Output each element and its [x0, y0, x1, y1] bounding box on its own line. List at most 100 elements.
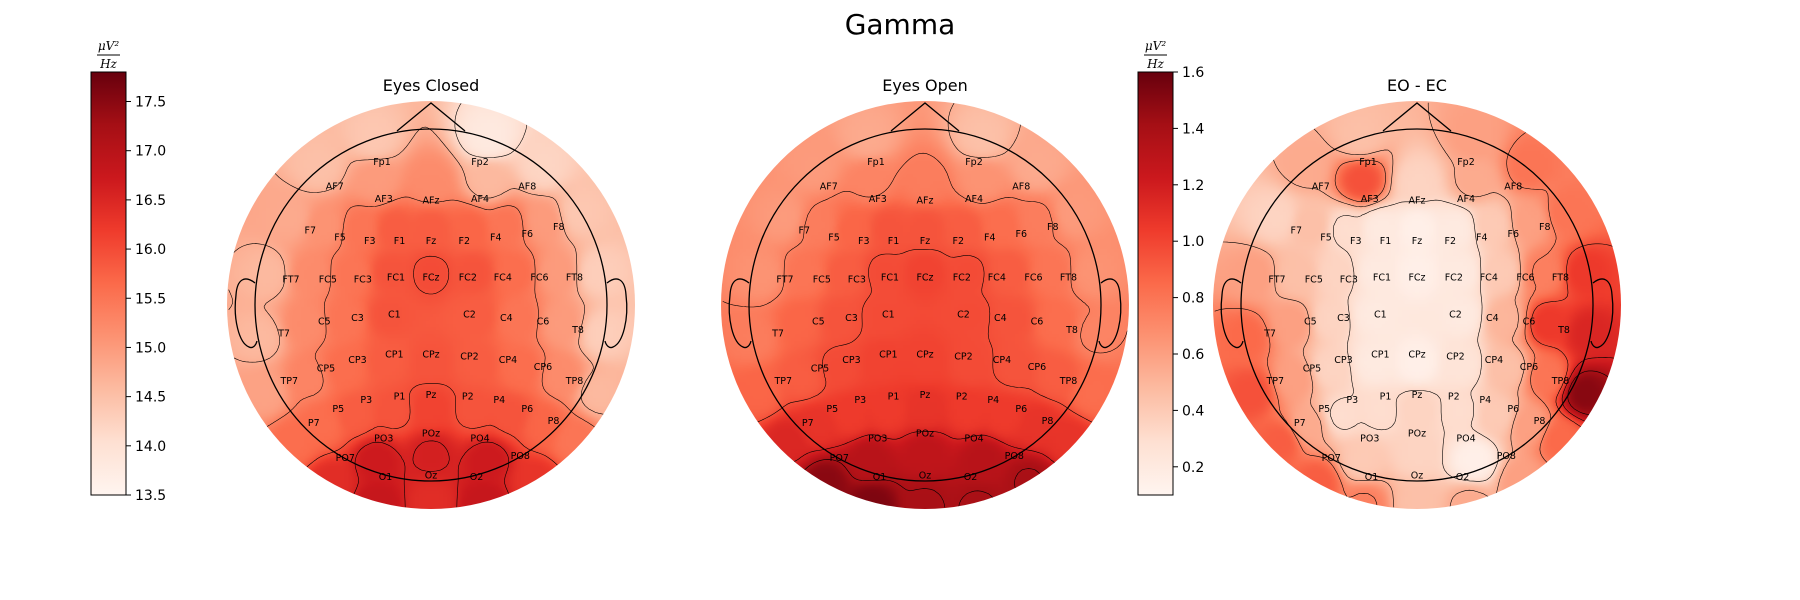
- electrode-label: F5: [334, 232, 346, 243]
- electrode-label: CP5: [811, 364, 829, 375]
- colorbar-unit-denominator: Hz: [99, 57, 117, 71]
- electrode-label: PO3: [1360, 434, 1379, 445]
- electrode-label: F8: [1047, 222, 1059, 233]
- electrode-label: T7: [771, 329, 784, 340]
- electrode-label: CP3: [842, 355, 860, 366]
- electrode-label: FC2: [953, 273, 971, 284]
- electrode-label: Oz: [425, 470, 437, 481]
- electrode-label: F4: [1476, 232, 1488, 243]
- topomap-title: Eyes Closed: [383, 76, 480, 95]
- electrode-label: FT7: [1268, 274, 1285, 285]
- electrode-label: CP3: [1334, 355, 1352, 366]
- electrode-label: C1: [882, 309, 895, 320]
- electrode-label: CP5: [317, 364, 335, 375]
- electrode-label: POz: [422, 428, 440, 439]
- electrode-label: TP8: [1551, 376, 1570, 387]
- electrode-label: P2: [1448, 392, 1460, 403]
- electrode-label: CPz: [1408, 350, 1425, 361]
- electrode-label: FC6: [530, 273, 548, 284]
- electrode-label: CP4: [1485, 355, 1503, 366]
- contour-line-4: [756, 249, 1094, 424]
- electrode-label: AF8: [1012, 182, 1030, 193]
- electrode-label: AF7: [820, 182, 838, 193]
- contour-line-2: [1221, 102, 1525, 508]
- electrode-label: AF7: [326, 182, 344, 193]
- electrode-label: FC3: [848, 274, 866, 285]
- colorbar-unit-numerator: μV²: [98, 39, 119, 53]
- electrode-label: CPz: [916, 350, 933, 361]
- electrode-label: F7: [799, 225, 811, 236]
- electrode-label: F7: [305, 225, 317, 236]
- electrode-label: C1: [1374, 309, 1387, 320]
- colorbar-tick-label: 15.5: [135, 291, 166, 307]
- electrode-label: P1: [1380, 392, 1392, 403]
- electrode-label: F2: [953, 236, 965, 247]
- electrode-label: PO3: [374, 434, 393, 445]
- electrode-label: FC5: [319, 274, 337, 285]
- electrode-label: FCz: [916, 273, 933, 284]
- electrode-label: P7: [308, 418, 320, 429]
- electrode-label: P5: [332, 404, 344, 415]
- contour-line-3: [722, 152, 1128, 354]
- electrode-label: F3: [858, 236, 870, 247]
- electrode-label: PO8: [1005, 451, 1024, 462]
- electrode-label: CP2: [1446, 351, 1464, 362]
- head-outline: [748, 128, 1102, 482]
- electrode-label: TP7: [1266, 376, 1285, 387]
- electrode-label: P7: [802, 418, 814, 429]
- contour-line-5: [791, 431, 1057, 465]
- electrode-label: CPz: [422, 350, 439, 361]
- contour-line-1: [454, 102, 528, 158]
- electrode-label: AF8: [1504, 182, 1522, 193]
- electrode-label: T8: [1065, 325, 1078, 336]
- electrode-label: TP7: [280, 376, 299, 387]
- electrode-label: CP6: [534, 362, 552, 373]
- colorbar-tick-label: 0.4: [1182, 403, 1204, 419]
- electrode-label: AF3: [375, 194, 393, 205]
- electrode-label: C4: [994, 313, 1007, 324]
- electrode-label: C3: [1337, 313, 1350, 324]
- contour-line-2: [947, 102, 1021, 158]
- electrode-label: FC3: [354, 274, 372, 285]
- electrode-label: Fz: [1412, 236, 1422, 247]
- electrode-label: CP5: [1303, 364, 1321, 375]
- electrode-label: FC5: [1305, 274, 1323, 285]
- electrode-label: FC2: [459, 273, 477, 284]
- electrode-label: PO3: [868, 434, 887, 445]
- electrode-label: F6: [1508, 229, 1520, 240]
- electrode-label: O2: [470, 472, 484, 483]
- electrode-label: P8: [548, 416, 560, 427]
- colorbar-tick-label: 0.6: [1182, 347, 1204, 363]
- electrode-label: P2: [956, 392, 968, 403]
- colorbar-tick-label: 16.0: [135, 242, 166, 258]
- electrode-label: P6: [1507, 404, 1519, 415]
- electrode-label: T7: [277, 329, 290, 340]
- electrode-label: AF4: [471, 194, 489, 205]
- electrode-label: TP8: [565, 376, 584, 387]
- colorbar-tick-label: 14.5: [135, 390, 166, 406]
- electrode-label: FC1: [1373, 273, 1391, 284]
- electrode-label: F5: [1320, 232, 1332, 243]
- electrode-label: F1: [394, 236, 406, 247]
- electrode-label: P4: [1479, 395, 1491, 406]
- electrode-label: C6: [537, 316, 550, 327]
- contour-line-5: [1561, 357, 1616, 423]
- topomap-title: Eyes Open: [882, 76, 968, 95]
- electrode-label: C5: [318, 316, 331, 327]
- colorbar-unit-denominator: Hz: [1146, 57, 1164, 71]
- contour-line-3: [265, 196, 597, 429]
- electrode-label: P2: [462, 392, 474, 403]
- electrode-label: CP2: [954, 351, 972, 362]
- contour-line-6: [804, 459, 1042, 508]
- contour-line-1: [1329, 199, 1499, 482]
- electrode-label: Fp2: [471, 157, 489, 168]
- electrode-label: AF3: [1361, 194, 1379, 205]
- electrode-label: Fp1: [373, 157, 391, 168]
- electrode-label: C5: [812, 316, 825, 327]
- electrode-label: C3: [351, 313, 364, 324]
- electrode-label: C6: [1523, 316, 1536, 327]
- electrode-label: Fp1: [1359, 157, 1377, 168]
- electrode-label: FT8: [566, 273, 583, 284]
- electrode-label: FCz: [422, 273, 439, 284]
